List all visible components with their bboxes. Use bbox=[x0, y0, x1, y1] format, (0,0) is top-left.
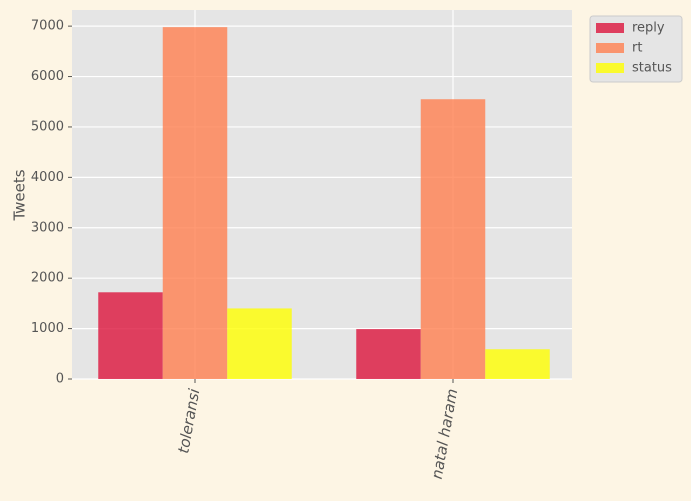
bar bbox=[356, 329, 421, 379]
legend-swatch bbox=[596, 63, 624, 73]
legend-label: rt bbox=[632, 41, 642, 56]
legend-label: reply bbox=[632, 21, 665, 36]
legend-swatch bbox=[596, 43, 624, 53]
y-tick-label: 0 bbox=[56, 372, 64, 387]
legend-swatch bbox=[596, 23, 624, 33]
x-tick-label: natal haram bbox=[428, 387, 462, 480]
legend-label: status bbox=[632, 61, 672, 76]
bar bbox=[485, 349, 550, 379]
y-tick-label: 6000 bbox=[31, 69, 64, 84]
y-tick-label: 2000 bbox=[31, 271, 64, 286]
bar bbox=[162, 27, 228, 379]
x-tick-label: toleransi bbox=[174, 387, 203, 455]
bar bbox=[227, 308, 292, 379]
y-axis-label: Tweets bbox=[11, 169, 29, 221]
y-tick-label: 4000 bbox=[31, 170, 64, 185]
y-tick-label: 3000 bbox=[31, 220, 64, 235]
y-tick-label: 7000 bbox=[31, 19, 64, 34]
bar bbox=[98, 292, 163, 379]
bar bbox=[420, 99, 486, 380]
y-tick-label: 1000 bbox=[31, 321, 64, 336]
y-tick-label: 5000 bbox=[31, 119, 64, 134]
